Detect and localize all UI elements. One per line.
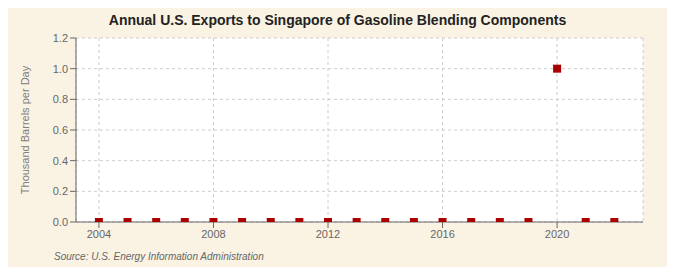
svg-text:0.2: 0.2 — [53, 185, 68, 197]
svg-text:0.8: 0.8 — [53, 93, 68, 105]
svg-text:Thousand Barrels per Day: Thousand Barrels per Day — [19, 65, 31, 194]
svg-text:2020: 2020 — [545, 228, 569, 240]
svg-text:2012: 2012 — [316, 228, 340, 240]
svg-text:0.0: 0.0 — [53, 216, 68, 228]
svg-text:2004: 2004 — [87, 228, 111, 240]
svg-text:0.4: 0.4 — [53, 155, 68, 167]
html-text:Source: U.S. Energy Informatio: Source: U.S. Energy Information Administ… — [54, 251, 264, 262]
svg-text:2008: 2008 — [201, 228, 225, 240]
svg-text:2016: 2016 — [430, 228, 454, 240]
svg-text:1.2: 1.2 — [53, 32, 68, 44]
html-text:Annual U.S. Exports to Singapo: Annual U.S. Exports to Singapore of Gaso… — [108, 12, 567, 28]
svg-text:1.0: 1.0 — [53, 63, 68, 75]
svg-text:0.6: 0.6 — [53, 124, 68, 136]
